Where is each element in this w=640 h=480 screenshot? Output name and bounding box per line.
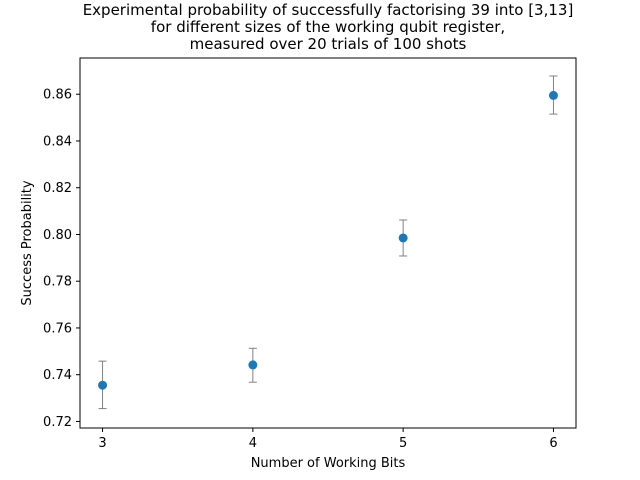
chart-title-line-2: for different sizes of the working qubit… (151, 18, 505, 36)
x-axis-label: Number of Working Bits (251, 456, 406, 471)
data-point (398, 233, 408, 243)
y-axis-ticks: 0.72 0.74 0.76 0.78 0.80 0.82 0.84 0.86 (43, 88, 80, 430)
y-tick-label: 0.86 (43, 88, 72, 103)
x-tick-label: 3 (98, 436, 106, 451)
x-tick-label: 6 (549, 436, 557, 451)
chart-title-line-3: measured over 20 trials of 100 shots (190, 35, 467, 53)
x-tick-label: 4 (249, 436, 257, 451)
data-point (248, 360, 258, 370)
y-tick-label: 0.78 (43, 275, 72, 290)
axes-frame (79, 57, 577, 429)
x-axis-ticks: 3 4 5 6 (98, 428, 558, 451)
data-point (98, 380, 108, 390)
y-tick-label: 0.84 (43, 134, 72, 149)
y-tick-label: 0.80 (43, 228, 72, 243)
plot-area: 3 4 5 6 0.72 0.74 0.76 0.78 0.80 0.82 0.84 0.86 (43, 57, 577, 451)
y-tick-label: 0.74 (43, 368, 72, 383)
y-axis-label: Success Probability (20, 180, 35, 305)
chart-title: Experimental probability of successfully… (83, 1, 574, 53)
y-tick-label: 0.72 (43, 415, 72, 430)
chart-title-line-1: Experimental probability of successfully… (83, 1, 574, 19)
data-point (548, 90, 558, 100)
x-tick-label: 5 (399, 436, 407, 451)
y-tick-label: 0.76 (43, 321, 72, 336)
y-tick-label: 0.82 (43, 181, 72, 196)
data-points (98, 90, 558, 390)
